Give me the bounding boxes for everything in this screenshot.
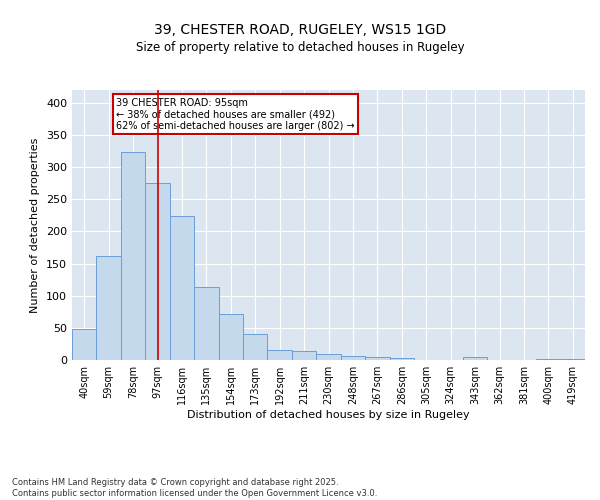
Bar bbox=[121, 152, 145, 360]
Bar bbox=[341, 356, 365, 360]
Bar bbox=[268, 350, 292, 360]
Bar bbox=[72, 329, 97, 360]
Bar bbox=[536, 358, 560, 360]
Bar bbox=[218, 314, 243, 360]
Bar bbox=[316, 354, 341, 360]
Text: Contains HM Land Registry data © Crown copyright and database right 2025.
Contai: Contains HM Land Registry data © Crown c… bbox=[12, 478, 377, 498]
Bar bbox=[292, 351, 316, 360]
Bar bbox=[97, 256, 121, 360]
Bar bbox=[463, 358, 487, 360]
Bar bbox=[194, 288, 218, 360]
X-axis label: Distribution of detached houses by size in Rugeley: Distribution of detached houses by size … bbox=[187, 410, 470, 420]
Text: 39, CHESTER ROAD, RUGELEY, WS15 1GD: 39, CHESTER ROAD, RUGELEY, WS15 1GD bbox=[154, 22, 446, 36]
Bar bbox=[365, 358, 389, 360]
Text: 39 CHESTER ROAD: 95sqm
← 38% of detached houses are smaller (492)
62% of semi-de: 39 CHESTER ROAD: 95sqm ← 38% of detached… bbox=[116, 98, 355, 131]
Y-axis label: Number of detached properties: Number of detached properties bbox=[31, 138, 40, 312]
Bar bbox=[243, 334, 268, 360]
Bar bbox=[170, 216, 194, 360]
Text: Size of property relative to detached houses in Rugeley: Size of property relative to detached ho… bbox=[136, 41, 464, 54]
Bar bbox=[389, 358, 414, 360]
Bar bbox=[560, 358, 585, 360]
Bar bbox=[145, 183, 170, 360]
